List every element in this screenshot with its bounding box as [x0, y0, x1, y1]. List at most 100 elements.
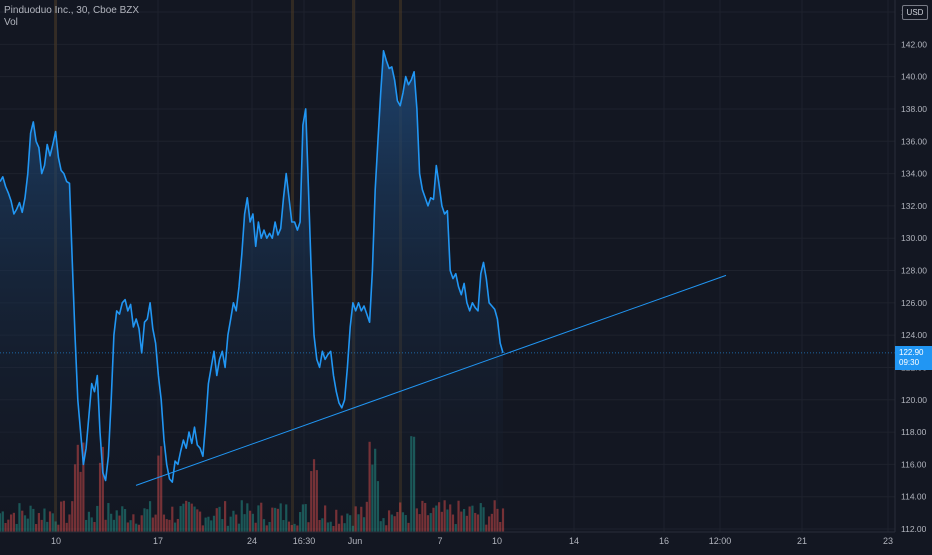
- volume-bar: [324, 505, 327, 532]
- volume-bar: [235, 514, 238, 532]
- volume-bar: [340, 515, 343, 532]
- volume-bar: [293, 523, 296, 532]
- volume-bar: [440, 511, 443, 532]
- volume-bar: [451, 514, 455, 532]
- price-tick-label: 142.00: [901, 39, 927, 49]
- volume-bar: [432, 507, 435, 532]
- volume-bar: [4, 522, 7, 532]
- price-tick-label: 116.00: [901, 459, 927, 469]
- volume-bar: [60, 501, 63, 532]
- volume-bar: [304, 504, 307, 532]
- volume-bar: [23, 515, 27, 532]
- volume-bar: [54, 521, 57, 532]
- volume-bar: [485, 524, 488, 532]
- time-tick-label: 24: [247, 536, 257, 546]
- price-tick-label: 120.00: [901, 395, 927, 405]
- bar-countdown: 09:30: [899, 357, 920, 367]
- volume-bar: [46, 521, 49, 532]
- volume-bar: [482, 507, 485, 532]
- volume-bar: [496, 508, 499, 532]
- volume-bar: [435, 505, 438, 532]
- volume-bar: [218, 506, 221, 532]
- chart-legend: Pinduoduo Inc., 30, Cboe BZX Vol: [4, 5, 139, 29]
- volume-bar: [424, 502, 427, 532]
- volume-bar: [215, 508, 218, 532]
- volume-bar: [346, 513, 349, 532]
- volume-bar: [126, 522, 129, 532]
- volume-bar: [343, 523, 346, 532]
- volume-bar: [246, 503, 249, 532]
- volume-bar: [421, 500, 424, 532]
- volume-bar: [354, 506, 357, 532]
- volume-bar: [412, 436, 416, 532]
- volume-bar: [387, 510, 391, 532]
- volume-bar: [101, 446, 104, 532]
- volume-bar: [35, 524, 38, 532]
- volume-bar: [468, 506, 471, 532]
- volume-bar: [110, 513, 113, 532]
- time-tick-label: 12:00: [709, 536, 732, 546]
- volume-bar: [299, 512, 302, 532]
- volume-bar: [257, 505, 260, 532]
- volume-bar: [321, 518, 324, 532]
- volume-bar: [351, 525, 355, 532]
- volume-bar: [62, 500, 66, 532]
- volume-bar: [493, 500, 496, 532]
- volume-bar: [443, 500, 446, 532]
- volume-bar: [135, 523, 138, 532]
- volume-bar: [212, 515, 216, 532]
- volume-bar: [132, 514, 135, 532]
- volume-bar: [182, 503, 185, 532]
- volume-bar: [198, 511, 202, 532]
- time-tick-label: 16: [659, 536, 669, 546]
- volume-bar: [162, 514, 166, 532]
- volume-bar: [407, 522, 410, 532]
- volume-bar: [165, 519, 168, 532]
- volume-bar: [243, 514, 246, 532]
- volume-bar: [382, 518, 385, 532]
- volume-bar: [290, 525, 293, 532]
- trendline[interactable]: [135, 274, 727, 486]
- volume-bar: [40, 519, 43, 532]
- volume-bar: [329, 521, 332, 532]
- volume-bar: [48, 511, 52, 532]
- volume-bar: [104, 519, 107, 532]
- volume-bar: [229, 516, 232, 532]
- time-tick-label: 10: [51, 536, 61, 546]
- volume-bar: [335, 509, 338, 532]
- volume-bar: [98, 462, 102, 532]
- volume-bar: [376, 481, 380, 532]
- volume-bar: [499, 521, 502, 532]
- volume-bar: [446, 509, 449, 532]
- volume-bar: [357, 514, 360, 532]
- time-tick-label: 10: [492, 536, 502, 546]
- price-tick-label: 134.00: [901, 169, 927, 179]
- volume-bar: [368, 441, 371, 532]
- volume-bar: [32, 508, 35, 532]
- volume-bar: [115, 510, 118, 532]
- volume-bar: [254, 522, 257, 532]
- volume-bar: [210, 520, 213, 532]
- price-tick-label: 124.00: [901, 330, 927, 340]
- volume-bar: [187, 501, 191, 532]
- volume-bar: [160, 446, 163, 532]
- volume-bar: [490, 513, 493, 532]
- volume-bar: [315, 470, 318, 532]
- volume-bar: [232, 510, 235, 532]
- volume-bar: [1, 511, 4, 532]
- volume-bar: [501, 508, 505, 532]
- volume-bar: [415, 508, 418, 532]
- volume-bar: [168, 519, 171, 532]
- volume-bar: [26, 518, 29, 532]
- price-tick-label: 140.00: [901, 72, 927, 82]
- currency-button[interactable]: USD: [902, 5, 928, 20]
- volume-bar: [151, 517, 154, 532]
- volume-bar: [287, 521, 291, 532]
- volume-bar: [374, 448, 377, 532]
- volume-bar: [121, 506, 124, 532]
- volume-bar: [462, 509, 466, 532]
- volume-bar: [410, 436, 413, 532]
- volume-bar: [176, 518, 179, 532]
